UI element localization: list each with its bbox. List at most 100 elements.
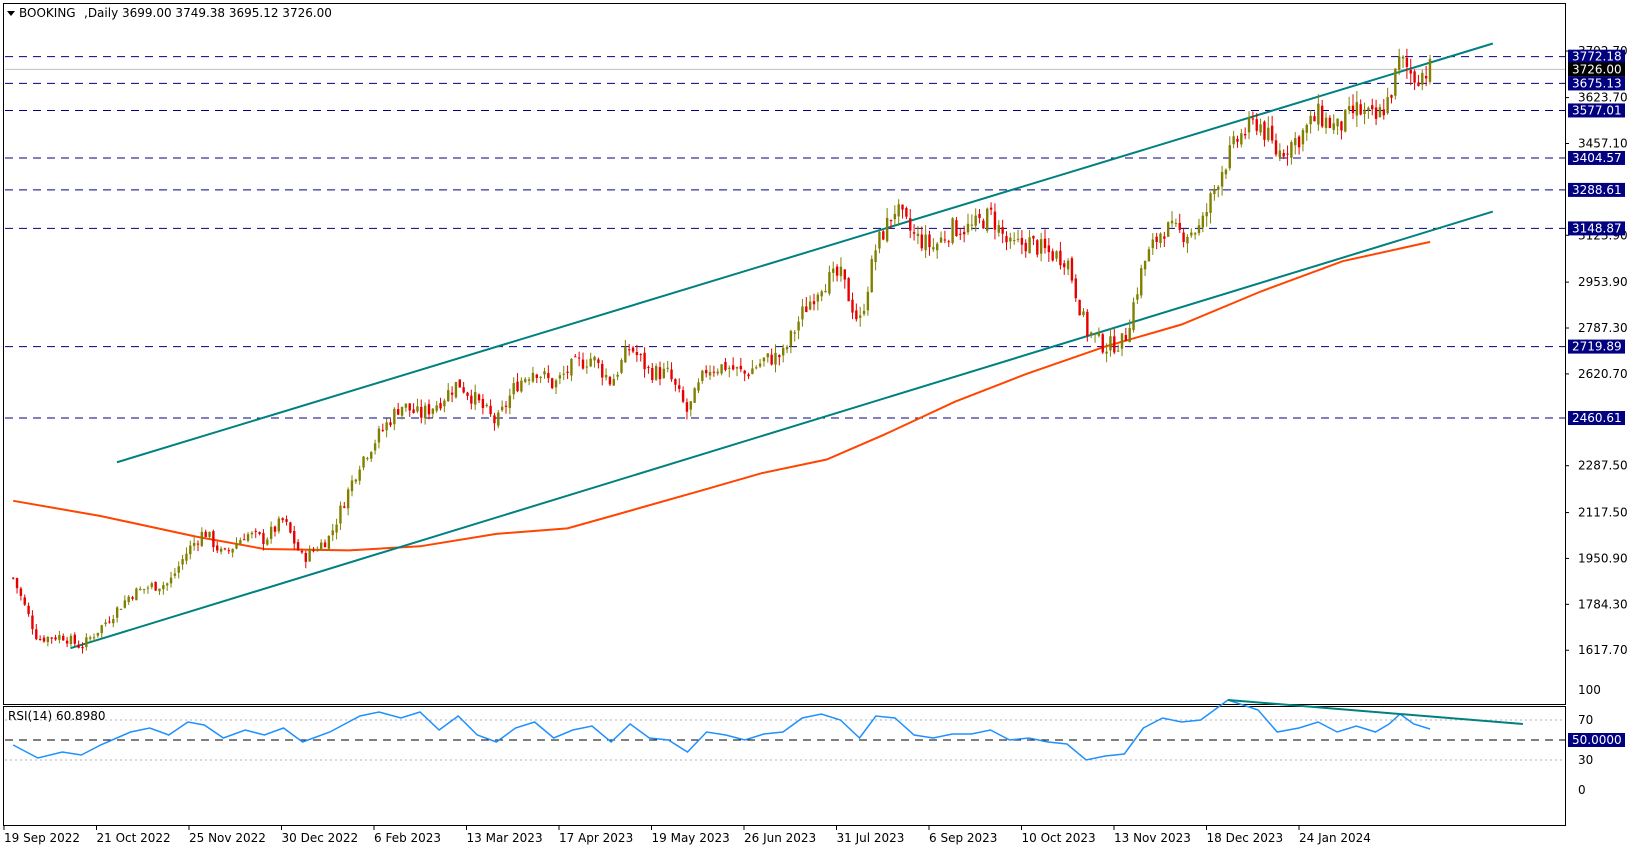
candle-body	[88, 637, 92, 639]
candle-body	[874, 250, 877, 263]
candle-body	[701, 370, 704, 382]
candle-body	[955, 220, 958, 237]
candle-body	[1074, 278, 1077, 299]
candle-body	[847, 278, 850, 302]
candle-body	[104, 622, 107, 625]
candle-body	[1001, 227, 1004, 234]
candle-body	[339, 505, 342, 524]
candle-body	[912, 232, 916, 234]
candle-body	[192, 543, 196, 546]
candle-body	[862, 310, 866, 315]
candle-body	[997, 225, 1000, 233]
candle-body	[85, 637, 88, 648]
candle-body	[65, 640, 69, 644]
candle-body	[1421, 72, 1424, 85]
candle-body	[420, 406, 423, 418]
candle-body	[150, 583, 153, 588]
candle-body	[704, 370, 708, 374]
candle-body	[393, 408, 396, 425]
candle-body	[685, 402, 689, 412]
candle-body	[489, 405, 492, 415]
level-label: 3148.87	[1572, 221, 1622, 235]
candle-body	[851, 299, 854, 313]
candle-body	[1240, 133, 1243, 145]
horizontal-levels	[5, 56, 1565, 419]
candle-body	[1424, 76, 1428, 79]
candle-body	[882, 231, 885, 240]
candle-body	[435, 405, 438, 411]
candle-body	[574, 356, 577, 358]
candle-body	[1024, 242, 1027, 252]
candle-body	[250, 532, 254, 535]
candle-body	[358, 469, 361, 481]
candle-body	[951, 218, 954, 243]
candle-body	[281, 518, 284, 521]
candle-body	[1089, 332, 1093, 335]
candle-body	[897, 204, 900, 217]
candle-body	[312, 550, 315, 552]
candle-body	[370, 451, 373, 459]
candle-body	[1247, 117, 1251, 133]
candle-body	[1282, 152, 1285, 157]
candle-body	[277, 518, 281, 532]
candle-body	[681, 390, 685, 402]
candle-body	[1317, 103, 1320, 125]
candle-body	[1374, 107, 1378, 119]
candle-body	[774, 352, 777, 365]
candle-body	[909, 218, 912, 231]
candle-body	[1186, 236, 1189, 244]
date-tick-label: 13 Mar 2023	[467, 831, 543, 845]
candle-body	[31, 615, 34, 630]
candle-body	[558, 375, 562, 379]
candle-body	[635, 352, 639, 356]
candle-body	[577, 357, 581, 359]
candle-body	[1359, 104, 1362, 115]
candle-body	[905, 208, 908, 217]
candle-body	[743, 370, 746, 374]
candle-body	[273, 526, 277, 532]
candle-body	[1086, 311, 1089, 336]
candle-body	[423, 405, 427, 419]
level-label: 3772.18	[1572, 50, 1622, 64]
candle-body	[258, 532, 261, 534]
candle-body	[1382, 109, 1385, 116]
candle-body	[916, 233, 920, 237]
candle-body	[1336, 118, 1339, 127]
level-label: 2460.61	[1572, 411, 1622, 425]
candle-body	[504, 405, 508, 407]
candle-body	[212, 531, 215, 548]
candle-body	[1116, 350, 1120, 352]
candle-body	[793, 332, 796, 334]
candle-body	[1136, 294, 1139, 300]
candle-body	[1409, 69, 1412, 74]
candle-body	[1166, 222, 1170, 237]
candles	[11, 48, 1432, 654]
candle-body	[935, 243, 939, 251]
candle-body	[1313, 116, 1316, 122]
candle-body	[1209, 193, 1212, 213]
dropdown-arrow-icon[interactable]	[7, 11, 15, 16]
candle-body	[462, 387, 465, 393]
candle-body	[135, 588, 138, 601]
candle-body	[593, 356, 596, 361]
candle-body	[385, 422, 388, 431]
date-tick-label: 31 Jul 2023	[837, 831, 905, 845]
candle-body	[801, 306, 804, 320]
candle-body	[235, 543, 238, 549]
main-pane-frame	[3, 3, 1566, 705]
candle-body	[1082, 311, 1085, 316]
level-label-box	[1568, 103, 1625, 118]
candle-body	[439, 402, 442, 409]
candle-body	[1236, 138, 1239, 142]
candle-body	[216, 545, 219, 551]
candle-body	[554, 380, 558, 388]
candle-body	[223, 548, 227, 550]
candle-body	[173, 573, 177, 576]
candle-body	[381, 429, 384, 431]
date-tick-label: 6 Sep 2023	[929, 831, 997, 845]
candle-body	[639, 354, 642, 356]
candle-body	[689, 401, 692, 410]
candle-body	[1251, 118, 1255, 120]
candle-body	[1324, 117, 1328, 128]
